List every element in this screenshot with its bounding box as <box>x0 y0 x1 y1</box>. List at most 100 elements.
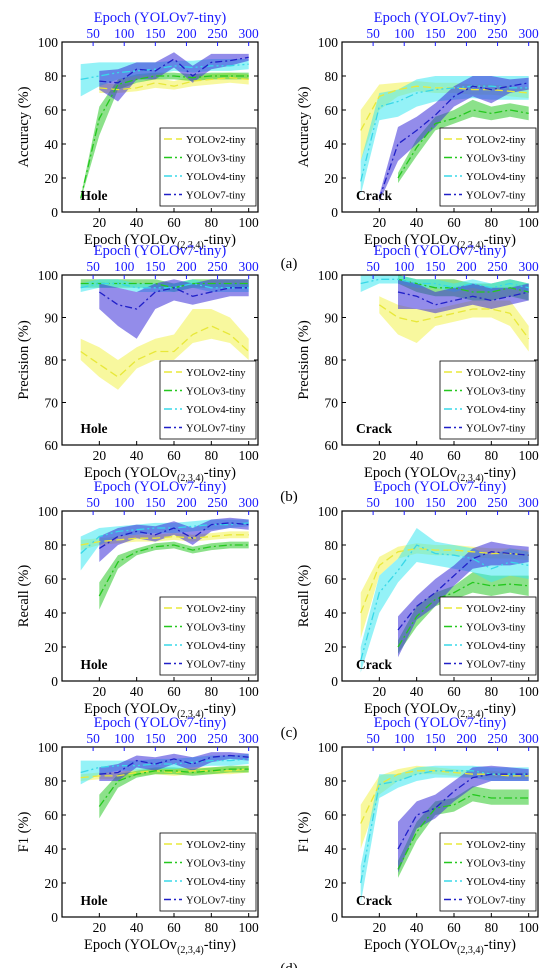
top-tick-label: 50 <box>366 259 380 274</box>
series-band <box>360 76 529 195</box>
top-tick-label: 150 <box>145 26 166 41</box>
series-line <box>99 56 249 84</box>
legend-entry: YOLOv2-tiny <box>466 368 526 379</box>
legend: YOLOv2-tiny YOLOv3-tiny YOLOv4-tiny YOLOv7-… <box>439 360 537 440</box>
x-tick-label: 100 <box>519 920 540 935</box>
top-tick-label: 50 <box>86 495 100 510</box>
x-tick-label: 60 <box>447 215 461 230</box>
class-label: Hole <box>81 188 108 203</box>
legend-entry: YOLOv7-tiny <box>466 424 526 435</box>
series-line <box>397 581 529 648</box>
x-tick-label: 20 <box>93 684 107 699</box>
top-tick-label: 100 <box>114 26 135 41</box>
series-line <box>98 287 249 310</box>
series-band <box>398 279 529 314</box>
x-tick-label: 40 <box>410 684 424 699</box>
x-tick-label: 80 <box>485 920 499 935</box>
legend-entry: YOLOv7-tiny <box>466 660 526 671</box>
legend: YOLOv2-tiny YOLOv3-tiny YOLOv4-tiny YOLOv7-… <box>439 832 537 912</box>
x-tick-label: 20 <box>93 920 107 935</box>
top-tick-label: 250 <box>487 495 508 510</box>
top-tick-label: 100 <box>114 731 135 746</box>
top-tick-label: 150 <box>425 259 446 274</box>
y-tick-label: 40 <box>325 606 339 621</box>
class-label: Hole <box>81 657 108 672</box>
top-axis-title: Epoch (YOLOv7-tiny) <box>374 479 507 495</box>
y-axis-title: Recall (%) <box>296 565 312 628</box>
top-tick-label: 50 <box>366 495 380 510</box>
legend-entry: YOLOv3-tiny <box>466 859 526 870</box>
legend-entry: YOLOv4-tiny <box>186 641 246 652</box>
top-tick-label: 200 <box>456 26 477 41</box>
x-axis-title: Epoch (YOLOv(2,3,4)-tiny) <box>84 701 236 720</box>
legend-entry: YOLOv7-tiny <box>186 660 246 671</box>
legend-entry: YOLOv7-tiny <box>186 191 246 202</box>
x-tick-label: 100 <box>239 920 260 935</box>
y-tick-label: 90 <box>325 311 339 326</box>
top-tick-label: 100 <box>394 495 415 510</box>
x-tick-label: 20 <box>93 448 107 463</box>
series-band <box>398 99 529 184</box>
y-tick-label: 100 <box>318 35 339 50</box>
legend-entry: YOLOv4-tiny <box>466 641 526 652</box>
x-tick-label: 60 <box>447 920 461 935</box>
x-tick-label: 100 <box>519 684 540 699</box>
top-tick-label: 100 <box>394 731 415 746</box>
class-label: Hole <box>81 893 108 908</box>
y-axis-title: Accuracy (%) <box>16 86 32 167</box>
y-tick-label: 40 <box>325 137 339 152</box>
top-tick-label: 100 <box>114 495 135 510</box>
x-axis-title: Epoch (YOLOv(2,3,4)-tiny) <box>84 465 236 484</box>
y-tick-label: 20 <box>45 876 59 891</box>
y-tick-label: 100 <box>318 740 339 755</box>
top-tick-label: 200 <box>456 731 477 746</box>
x-tick-label: 40 <box>130 684 144 699</box>
top-axis-title: Epoch (YOLOv7-tiny) <box>94 479 227 495</box>
plot-frame <box>61 41 259 213</box>
legend: YOLOv2-tiny YOLOv3-tiny YOLOv4-tiny YOLOv7-… <box>159 360 257 440</box>
plot-frame <box>61 746 259 918</box>
x-tick-label: 60 <box>167 448 181 463</box>
x-axis-title: Epoch (YOLOv(2,3,4)-tiny) <box>84 937 236 956</box>
legend-entry: YOLOv3-tiny <box>466 387 526 398</box>
legend-entry: YOLOv2-tiny <box>466 604 526 615</box>
x-tick-label: 80 <box>485 215 499 230</box>
legend-entry: YOLOv4-tiny <box>186 172 246 183</box>
series-line <box>360 85 529 182</box>
y-tick-label: 80 <box>325 69 339 84</box>
y-tick-label: 60 <box>325 438 339 453</box>
y-tick-label: 80 <box>45 69 59 84</box>
plot-frame <box>341 746 539 918</box>
top-tick-label: 150 <box>425 495 446 510</box>
x-tick-label: 40 <box>130 215 144 230</box>
y-axis-title: F1 (%) <box>296 811 312 852</box>
x-tick-label: 20 <box>93 215 107 230</box>
class-label: Hole <box>81 421 108 436</box>
series-line <box>360 547 529 614</box>
legend: YOLOv2-tiny YOLOv3-tiny YOLOv4-tiny YOLOv7-… <box>439 596 537 676</box>
panel-label: (b) <box>280 489 298 505</box>
panel-label: (a) <box>281 256 298 272</box>
y-tick-label: 90 <box>45 311 59 326</box>
x-tick-label: 20 <box>373 448 387 463</box>
series-line <box>80 758 249 774</box>
top-axis-title: Epoch (YOLOv7-tiny) <box>94 243 227 259</box>
series-band <box>99 752 249 781</box>
x-axis-title: Epoch (YOLOv(2,3,4)-tiny) <box>364 701 516 720</box>
legend-entry: YOLOv4-tiny <box>466 405 526 416</box>
top-tick-label: 50 <box>86 259 100 274</box>
series-band <box>398 572 529 654</box>
top-tick-label: 100 <box>114 259 135 274</box>
top-tick-label: 300 <box>519 26 540 41</box>
plot-frame <box>341 510 539 682</box>
series-line <box>99 77 249 91</box>
series-band <box>80 309 249 390</box>
y-tick-label: 40 <box>45 137 59 152</box>
series-line <box>80 282 249 289</box>
top-tick-label: 250 <box>487 259 508 274</box>
y-tick-label: 40 <box>45 606 59 621</box>
x-tick-label: 40 <box>410 448 424 463</box>
top-tick-label: 200 <box>456 495 477 510</box>
top-tick-label: 300 <box>239 259 260 274</box>
y-tick-label: 80 <box>325 353 339 368</box>
